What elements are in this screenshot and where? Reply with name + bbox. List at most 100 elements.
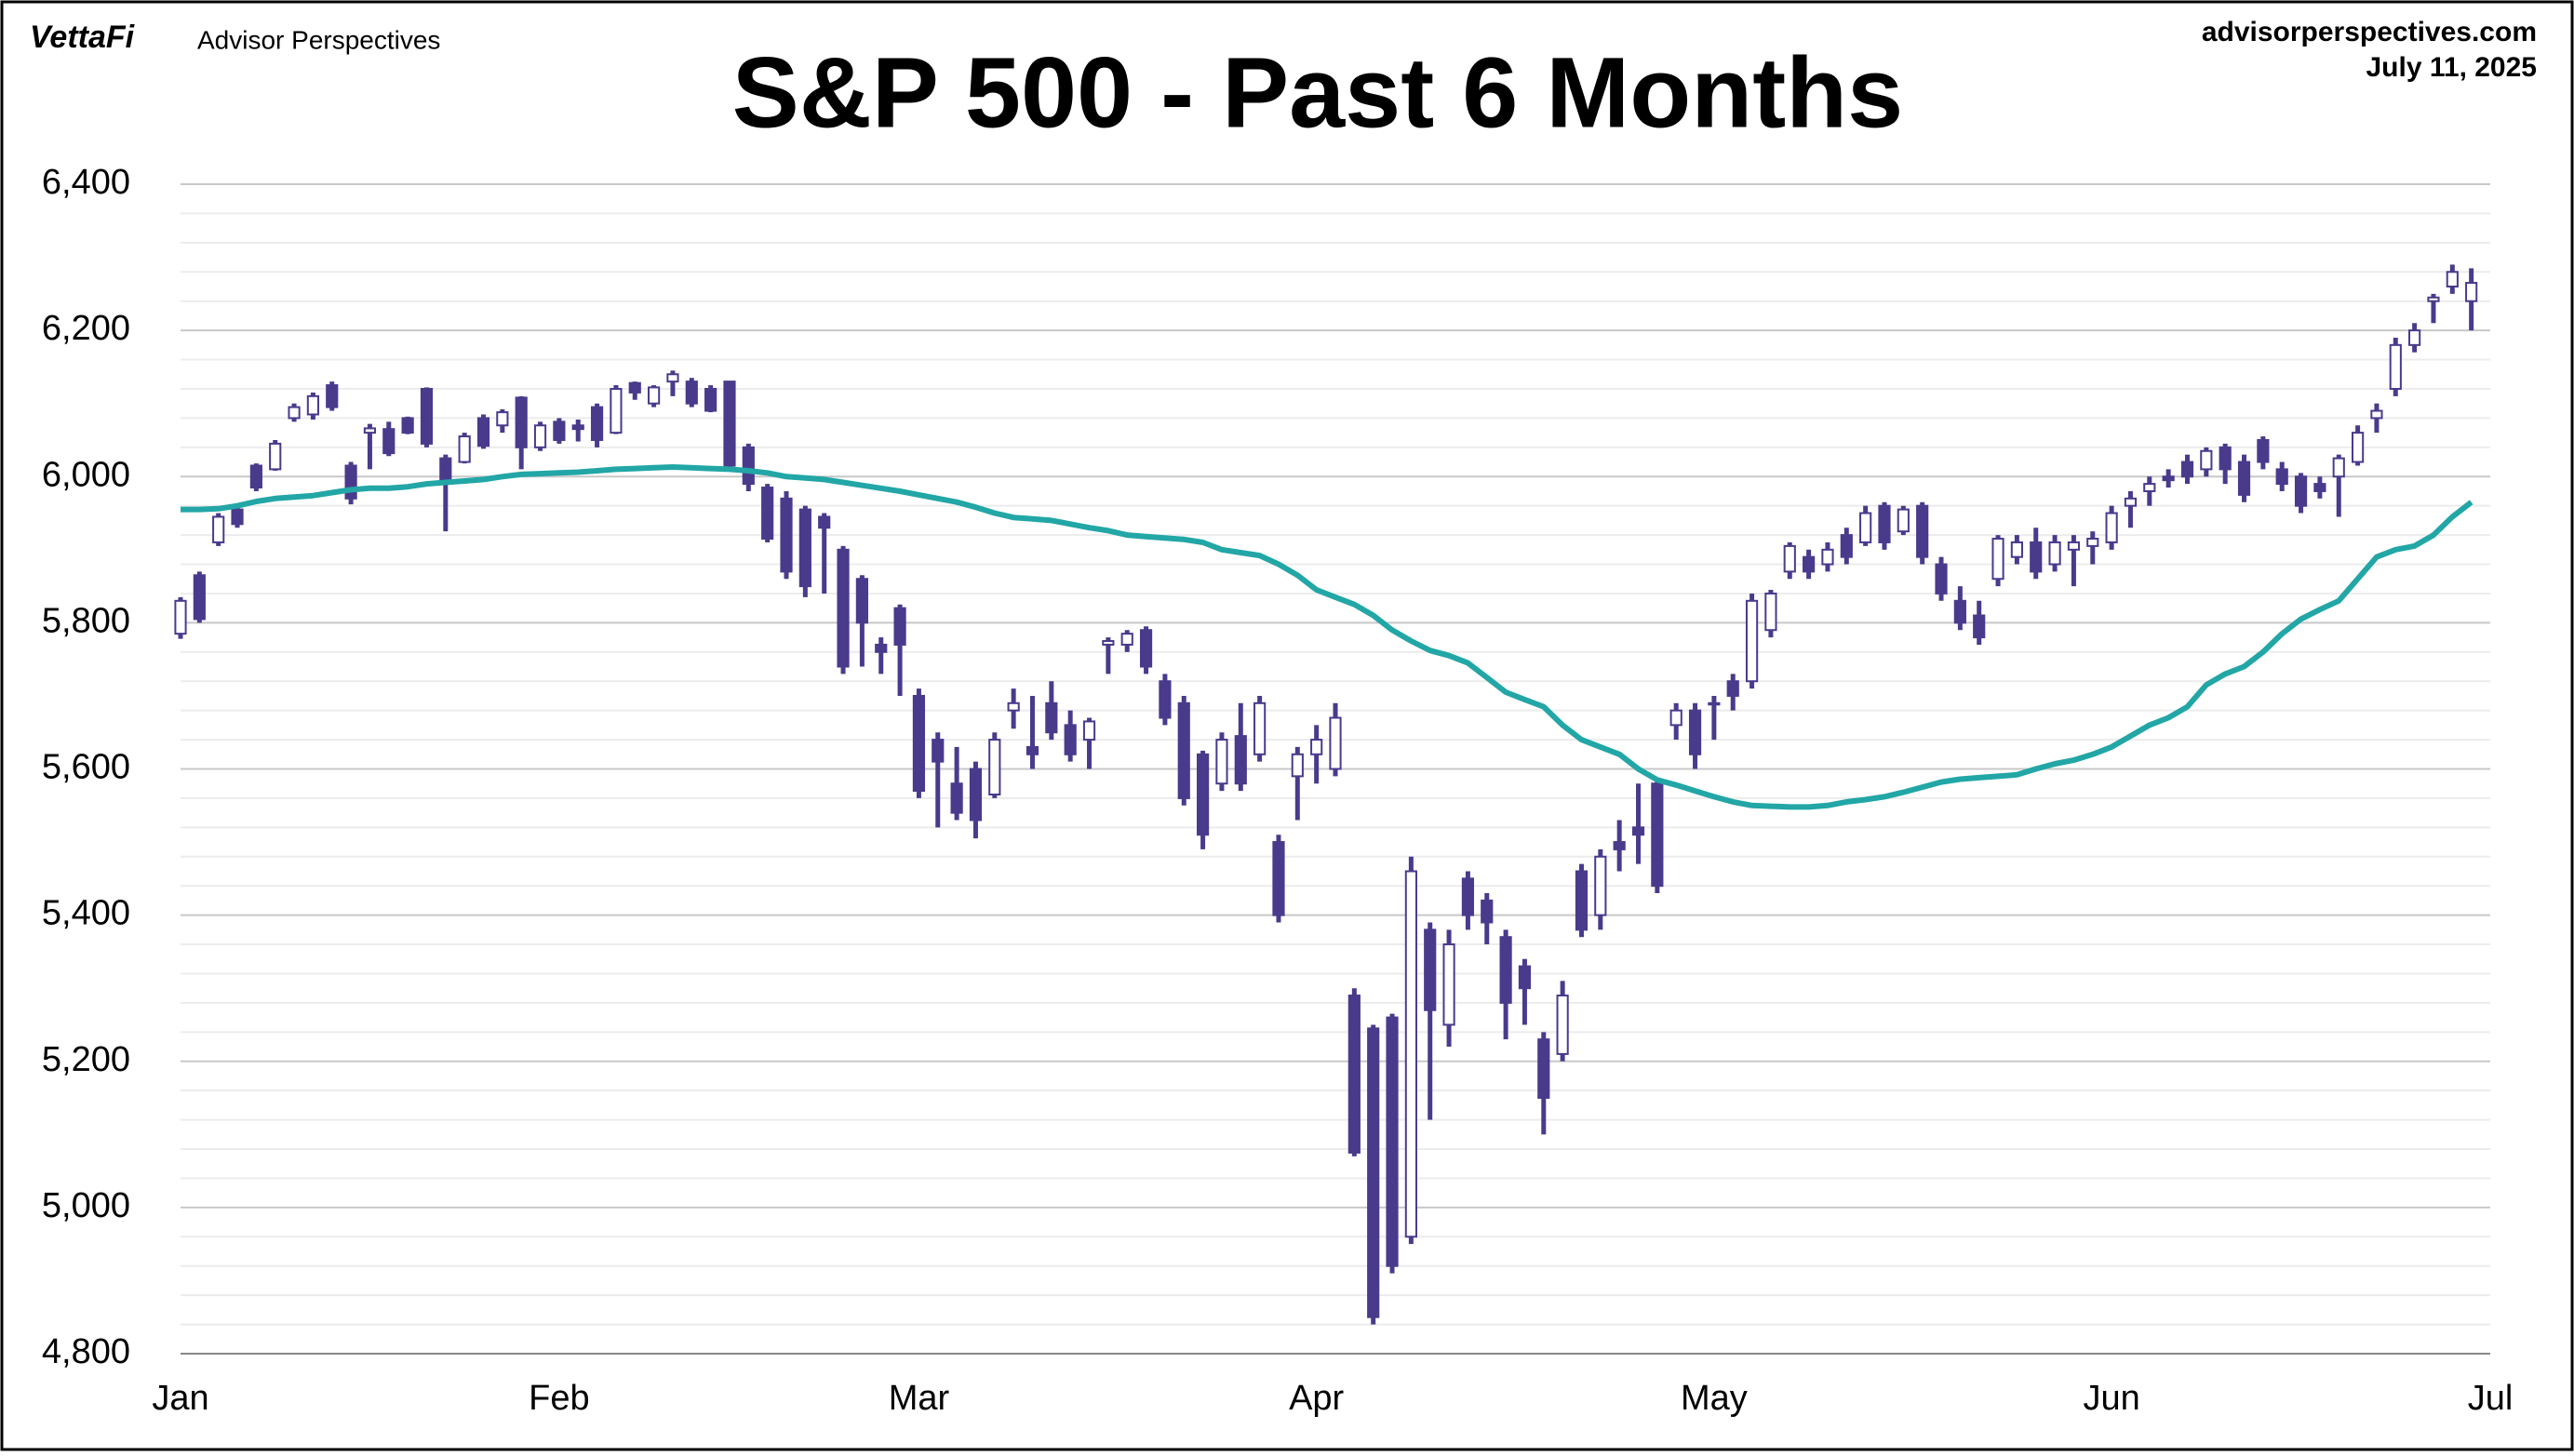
candle-body — [2010, 541, 2023, 558]
candle-body — [1481, 899, 1494, 924]
date: July 11, 2025 — [2366, 52, 2538, 83]
candle-body — [2294, 475, 2308, 507]
candle-body — [950, 782, 963, 814]
candle-body — [1878, 504, 1891, 543]
candle-body — [761, 487, 774, 541]
candle-body — [1310, 739, 1323, 755]
candle-body — [1329, 716, 1342, 770]
candle-body — [1253, 701, 1267, 755]
candle-body — [1424, 928, 1437, 1011]
candle-body — [969, 768, 983, 822]
candle-body — [2389, 343, 2402, 390]
candle-body — [1935, 563, 1948, 594]
candle-body — [1651, 782, 1664, 888]
candle-body — [1291, 753, 1304, 778]
candle-body — [1556, 995, 1569, 1055]
candle-body — [704, 387, 717, 412]
candle-body — [2180, 461, 2194, 478]
candle-body — [666, 373, 679, 383]
brand-sub: Advisor Perspectives — [197, 25, 440, 54]
candle-body — [2124, 497, 2138, 507]
candle-body — [2351, 432, 2365, 463]
candle-body — [1688, 709, 1702, 755]
candle-body — [837, 548, 850, 668]
candle-body — [2086, 538, 2099, 547]
y-tick-label: 4,800 — [42, 1332, 130, 1371]
candle-body — [1575, 870, 1589, 931]
candle-body — [344, 464, 357, 500]
candle-body — [553, 421, 566, 441]
candle-body — [1973, 614, 1986, 639]
candle-body — [590, 406, 604, 441]
candle-body — [742, 446, 755, 486]
candle-body — [1120, 633, 1133, 646]
site: advisorperspectives.com — [2202, 17, 2537, 47]
x-tick-label: Jan — [152, 1379, 208, 1418]
candle-body — [533, 424, 547, 448]
candle-body — [798, 508, 811, 588]
candle-body — [1518, 965, 1532, 990]
candle-body — [2200, 449, 2213, 471]
x-tick-label: Jul — [2468, 1379, 2514, 1418]
candle-body — [231, 508, 244, 526]
x-tick-label: Mar — [889, 1379, 950, 1418]
candle-body — [1783, 544, 1796, 573]
candle-body — [2048, 541, 2061, 566]
candle-body — [780, 497, 793, 573]
candle-body — [1613, 841, 1626, 850]
candle-body — [1159, 680, 1172, 719]
candle-body — [1404, 870, 1417, 1238]
candle-body — [1669, 709, 1682, 727]
candle-body — [1708, 701, 1721, 706]
candle-body — [1726, 680, 1739, 697]
candle-body — [439, 457, 452, 482]
candle-body — [2143, 483, 2156, 492]
y-tick-label: 5,800 — [42, 601, 130, 640]
candle-body — [2446, 271, 2459, 287]
candle-body — [893, 607, 906, 646]
candle-body — [1859, 512, 1872, 543]
candle-body — [1082, 720, 1096, 741]
candle-body — [2427, 296, 2440, 302]
candle-body — [1821, 548, 1834, 566]
candle-body — [1442, 943, 1455, 1026]
candle-body — [382, 428, 395, 455]
candle-body — [1631, 826, 1645, 836]
candle-body — [2370, 409, 2383, 420]
candle-body — [1594, 855, 1607, 916]
candle-body — [1064, 724, 1077, 755]
candle-body — [2257, 438, 2270, 463]
candle-body — [2465, 282, 2478, 302]
candle-body — [1991, 538, 2004, 581]
candle-body — [932, 739, 945, 763]
candle-body — [1272, 841, 1285, 916]
y-tick-label: 6,400 — [42, 163, 130, 202]
candle-body — [1045, 701, 1058, 734]
candle-body — [2275, 468, 2288, 486]
candle-body — [1215, 739, 1228, 785]
candle-body — [2332, 457, 2345, 478]
x-tick-label: May — [1681, 1379, 1748, 1418]
candle-body — [1102, 640, 1115, 646]
candle-body — [326, 384, 339, 408]
brand: VettaFi — [30, 20, 136, 55]
candle-body — [1461, 877, 1475, 916]
candle-body — [2067, 541, 2081, 551]
candle-body — [515, 396, 528, 448]
candle-body — [2313, 483, 2326, 492]
candle-body — [1139, 629, 1153, 668]
candle-body — [988, 739, 1001, 795]
candle-body — [1803, 555, 1816, 573]
y-tick-label: 5,600 — [42, 748, 130, 787]
candle-body — [1367, 1027, 1380, 1318]
candle-body — [496, 411, 509, 427]
candle-body — [1234, 735, 1247, 785]
candle-body — [1196, 753, 1210, 836]
candle-body — [2408, 329, 2421, 346]
candle-body — [912, 694, 926, 793]
candle-body — [306, 394, 320, 416]
candle-body — [1764, 592, 1777, 632]
candle-body — [571, 424, 584, 431]
y-tick-label: 5,400 — [42, 894, 130, 933]
candle-body — [401, 417, 414, 434]
